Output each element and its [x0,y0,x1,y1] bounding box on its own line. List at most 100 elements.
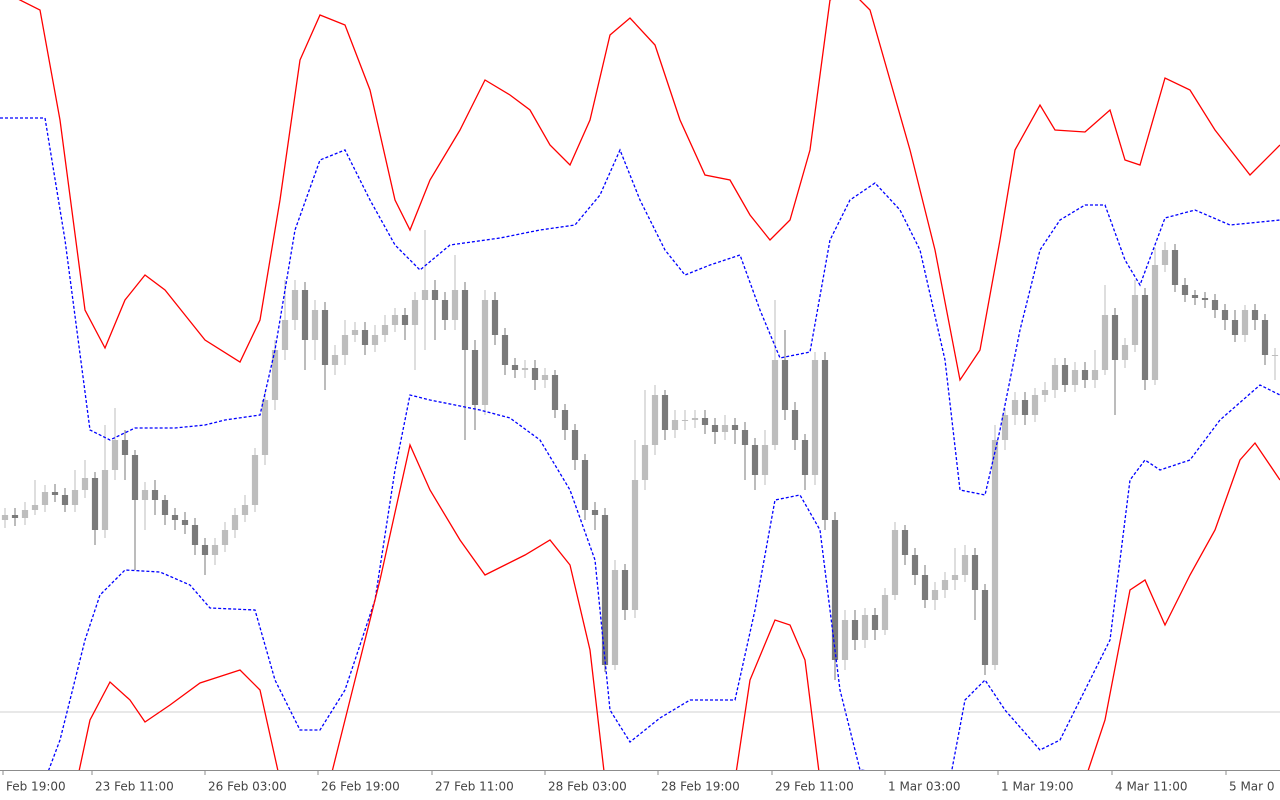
x-tick-label: 4 Mar 11:00 [1115,780,1188,794]
candle-body [181,520,189,525]
candle-body [1241,310,1249,335]
candle-body [301,290,309,340]
candle-body [241,505,249,515]
candle-body [431,290,439,300]
candle-body [1071,370,1079,385]
candle-body [451,290,459,320]
x-tick-label: 29 Feb 11:00 [775,780,854,794]
candle-body [801,440,809,475]
candle-body [411,300,419,325]
candle-body [321,310,329,365]
candle-body [51,492,59,495]
candle-body [1191,295,1199,298]
candle-body [211,545,219,555]
candle-body [811,360,819,475]
candle-body [551,375,559,410]
candle-body [81,478,89,490]
candle-body [951,575,959,580]
candle-body [421,290,429,300]
candle-body [891,530,899,595]
candle-body [531,368,539,380]
candle-body [581,460,589,510]
candle-body [861,615,869,640]
candle-body [831,520,839,660]
candle-body [101,470,109,530]
candle-body [731,425,739,430]
candle-body [281,320,289,350]
candle-body [621,570,629,610]
candle-body [471,350,479,405]
candle-body [1,515,9,520]
candle-body [481,300,489,405]
candle-body [1171,250,1179,285]
candle-body [1121,345,1129,360]
candle-body [601,515,609,665]
candle-body [541,375,549,380]
candle-body [521,368,529,370]
candle-body [161,500,169,515]
candle-body [1231,320,1239,335]
candle-body [851,620,859,640]
candle-body [921,575,929,600]
candle-body [1181,285,1189,295]
candle-body [651,395,659,445]
candle-body [391,315,399,325]
candle-body [261,400,269,455]
candle-body [1111,315,1119,360]
candle-body [821,360,829,520]
candle-body [931,590,939,600]
candle-body [691,418,699,420]
band-dashed-line [48,384,1280,770]
x-tick-label: 27 Feb 11:00 [435,780,514,794]
candle-body [401,315,409,325]
candle-body [721,425,729,432]
candle-body [251,455,259,505]
candle-body [1201,298,1209,300]
candle-body [151,490,159,500]
candle-body [1161,250,1169,265]
candle-body [1021,400,1029,415]
candle-body [1131,295,1139,345]
candle-body [231,515,239,530]
x-axis: Feb 19:00 23 Feb 11:00 26 Feb 03:00 26 Feb … [2,770,1275,794]
candle-body [1271,355,1279,356]
candle-body [131,455,139,500]
candle-body [361,330,369,345]
candle-body [751,445,759,475]
candle-body [491,300,499,335]
candle-body [1101,315,1109,370]
x-tick-label: 28 Feb 03:00 [548,780,627,794]
x-tick-label: 1 Mar 03:00 [888,780,961,794]
candle-body [141,490,149,500]
candle-body [701,418,709,425]
candle-body [941,580,949,590]
candle-body [71,490,79,505]
candle-body [1091,370,1099,380]
candle-body [681,420,689,421]
candle-body [21,510,29,518]
band-line [18,0,1280,382]
candle-body [881,595,889,630]
candle-body [351,330,359,335]
candle-body [911,555,919,575]
candle-body [61,495,69,505]
candle-body [341,335,349,355]
candle-body [771,360,779,445]
candle-body [1081,370,1089,380]
candle-body [311,310,319,340]
candle-body [781,360,789,410]
candle-body [991,440,999,665]
candle-body [791,410,799,440]
x-tick-label: Feb 19:00 [6,780,66,794]
candle-body [1061,365,1069,385]
candle-body [441,300,449,320]
candle-body [41,492,49,505]
candle-body [501,335,509,365]
band-line [78,441,1280,770]
x-tick-label: 26 Feb 03:00 [208,780,287,794]
candle-body [1141,295,1149,380]
candle-body [841,620,849,660]
